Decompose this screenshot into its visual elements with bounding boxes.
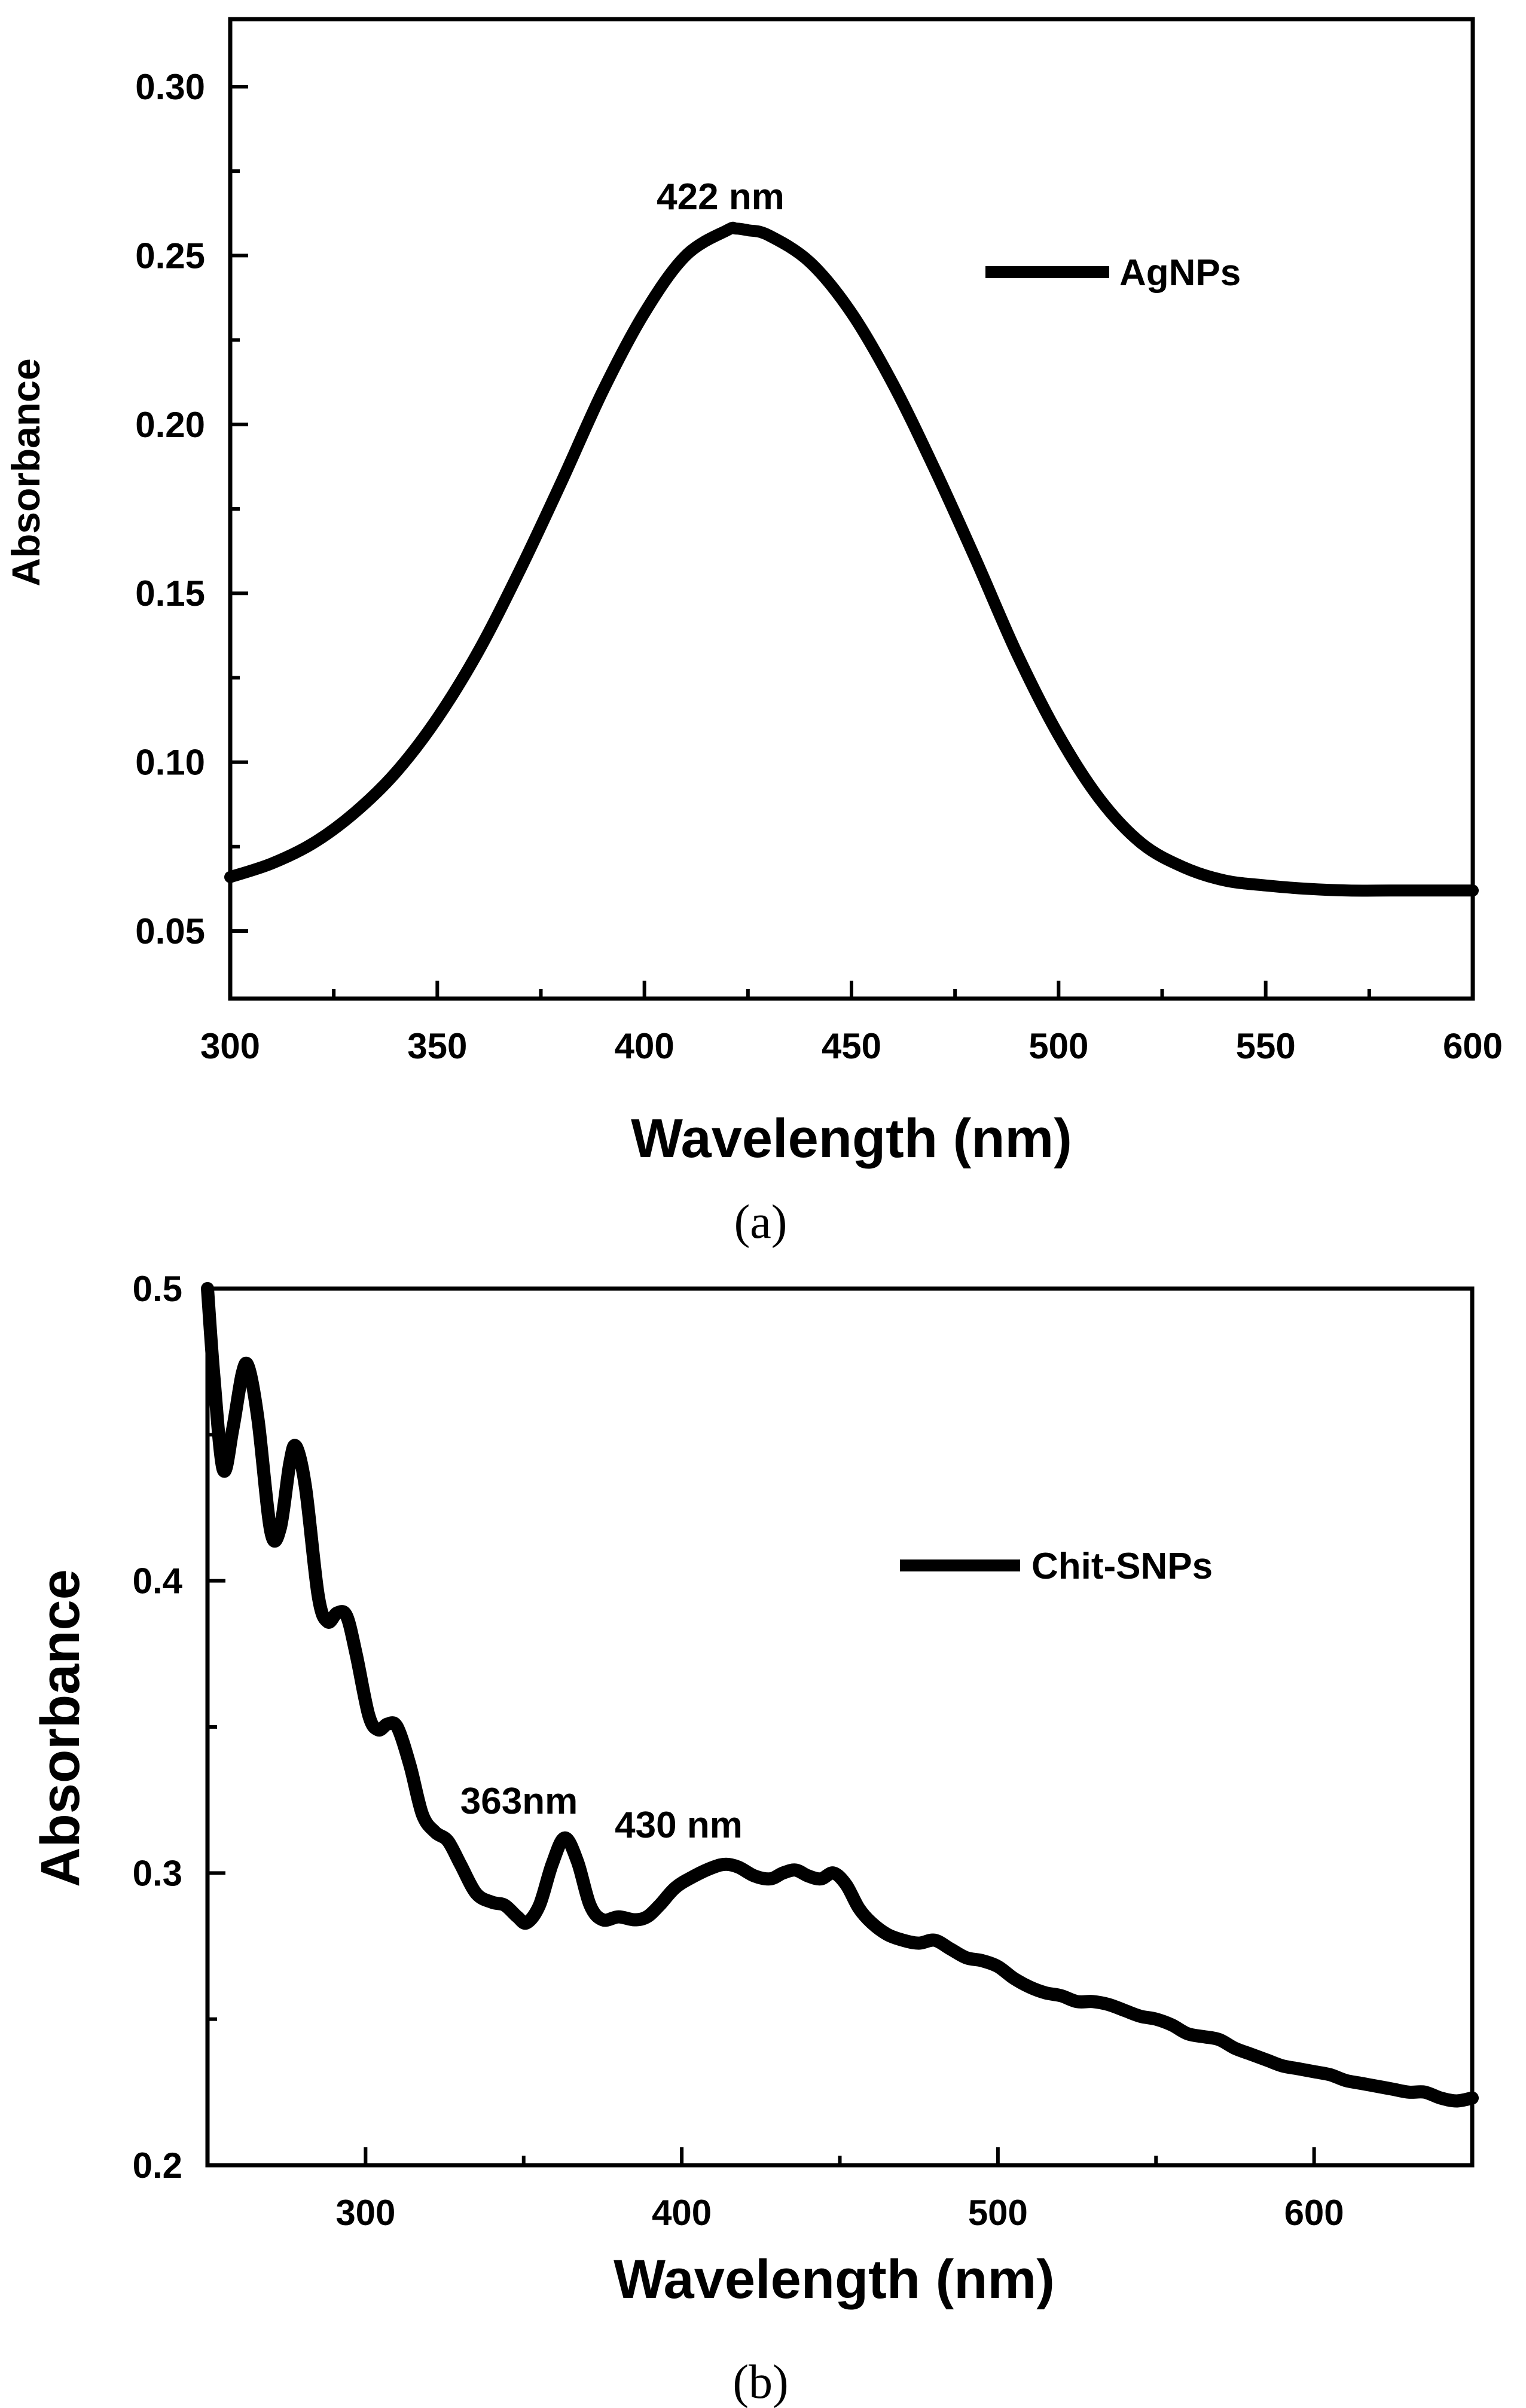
panel-label-b: (b) xyxy=(733,2356,788,2408)
series-line-agnps xyxy=(224,221,1479,897)
chart-panel-a: 300 350 400 450 500 550 600 0.050.100.150.200.… xyxy=(4,17,1503,1249)
peak-annotation-363: 363nm xyxy=(460,1781,578,1822)
peak-annotation-430: 430 nm xyxy=(615,1805,743,1846)
chart-panel-b: 300 400 500 600 0.2 0.3 0.4 0.5 Chit-SNPs 363n… xyxy=(30,1269,1479,2408)
x-tick-label: 600 xyxy=(1284,2193,1344,2233)
x-tick-labels-a: 300 350 400 450 500 550 600 xyxy=(200,1026,1503,1066)
x-axis-title-a: Wavelength (nm) xyxy=(631,1108,1072,1169)
x-tick-label: 600 xyxy=(1443,1026,1503,1066)
tick-marks-b xyxy=(207,1287,1316,2167)
x-tick-label: 500 xyxy=(1028,1026,1088,1066)
legend-label-b: Chit-SNPs xyxy=(1031,1546,1213,1587)
y-tick-label: 0.5 xyxy=(133,1269,182,1309)
x-tick-label: 300 xyxy=(200,1026,260,1066)
x-axis-title-b: Wavelength (nm) xyxy=(614,2249,1055,2310)
tick-marks-a xyxy=(228,84,1475,999)
x-tick-label: 300 xyxy=(335,2193,395,2233)
panel-label-a: (a) xyxy=(734,1196,788,1249)
y-tick-label: 0.2 xyxy=(133,2145,182,2186)
y-axis-title-a: Absorbance xyxy=(4,358,48,586)
x-tick-label: 350 xyxy=(407,1026,467,1066)
y-tick-label: 0.10 xyxy=(135,743,205,783)
y-tick-label: 0.3 xyxy=(133,1853,182,1893)
x-tick-label: 400 xyxy=(615,1026,675,1066)
y-tick-labels-b: 0.2 0.3 0.4 0.5 xyxy=(133,1269,183,2186)
x-tick-label: 550 xyxy=(1236,1026,1296,1066)
y-tick-label: 0.20 xyxy=(135,405,205,445)
y-tick-label: 0.30 xyxy=(135,67,205,107)
y-tick-label: 0.15 xyxy=(135,573,205,614)
y-axis-title-b: Absorbance xyxy=(30,1569,91,1887)
x-tick-labels-b: 300 400 500 600 xyxy=(335,2193,1344,2233)
x-tick-label: 500 xyxy=(968,2193,1028,2233)
y-tick-labels-a: 0.05 0.10 0.15 0.20 0.25 0.30 xyxy=(135,67,205,951)
peak-annotation-422: 422 nm xyxy=(657,176,785,218)
x-tick-label: 450 xyxy=(822,1026,881,1066)
series-line-chit-snps xyxy=(201,1282,1479,2108)
y-tick-label: 0.4 xyxy=(133,1561,183,1601)
x-tick-label: 400 xyxy=(652,2193,712,2233)
legend-label-a: AgNPs xyxy=(1119,252,1241,294)
y-tick-label: 0.25 xyxy=(135,236,205,276)
y-tick-label: 0.05 xyxy=(135,911,205,951)
